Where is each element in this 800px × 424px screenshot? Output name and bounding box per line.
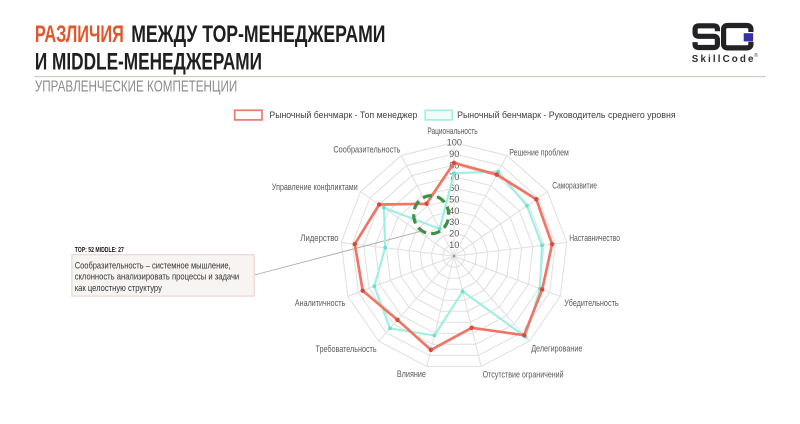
svg-text:Аналитичность: Аналитичность [295, 298, 345, 308]
svg-text:100: 100 [447, 138, 462, 148]
svg-text:20: 20 [449, 229, 459, 239]
svg-text:90: 90 [449, 149, 459, 159]
svg-text:Рациональность: Рациональность [427, 126, 477, 136]
svg-text:Влияние: Влияние [397, 369, 426, 379]
svg-text:Управление конфликтами: Управление конфликтами [272, 182, 358, 192]
svg-text:Наставничество: Наставничество [569, 233, 620, 243]
svg-text:Саморазвитие: Саморазвитие [552, 180, 597, 190]
svg-text:И MIDDLE-МЕНЕДЖЕРАМИ: И MIDDLE-МЕНЕДЖЕРАМИ [35, 49, 262, 75]
svg-text:Требовательность: Требовательность [316, 344, 377, 354]
svg-text:Сообразительность: Сообразительность [333, 144, 400, 154]
svg-text:УПРАВЛЕНЧЕСКИЕ КОМПЕТЕНЦИИ: УПРАВЛЕНЧЕСКИЕ КОМПЕТЕНЦИИ [35, 79, 237, 96]
svg-text:50: 50 [449, 195, 459, 205]
svg-text:SkillCode: SkillCode [692, 54, 754, 65]
svg-text:40: 40 [449, 206, 459, 216]
svg-text:Решение проблем: Решение проблем [509, 148, 569, 158]
svg-text:Сообразительность – системное: Сообразительность – системное мышление, [75, 260, 231, 271]
svg-text:TOP: 52 MIDDLE: 27: TOP: 52 MIDDLE: 27 [75, 247, 124, 254]
svg-text:Убедительность: Убедительность [564, 298, 619, 308]
svg-text:как целостную структуру: как целостную структуру [75, 283, 162, 294]
svg-text:Лидерство: Лидерство [300, 233, 338, 243]
svg-text:80: 80 [449, 160, 459, 170]
svg-text:30: 30 [449, 217, 459, 227]
svg-text:Делегирование: Делегирование [531, 344, 582, 354]
svg-text:10: 10 [449, 240, 459, 250]
svg-text:®: ® [754, 52, 759, 59]
svg-text:склонность анализировать проце: склонность анализировать процессы и зада… [75, 272, 240, 283]
svg-text:Рыночный бенчмарк - Топ менедж: Рыночный бенчмарк - Топ менеджер [269, 110, 417, 121]
svg-text:70: 70 [449, 172, 459, 182]
svg-text:Рыночный бенчмарк - Руководите: Рыночный бенчмарк - Руководитель среднег… [457, 110, 675, 121]
svg-text:60: 60 [449, 183, 459, 193]
svg-text:Отсутствие ограничений: Отсутствие ограничений [483, 370, 564, 380]
